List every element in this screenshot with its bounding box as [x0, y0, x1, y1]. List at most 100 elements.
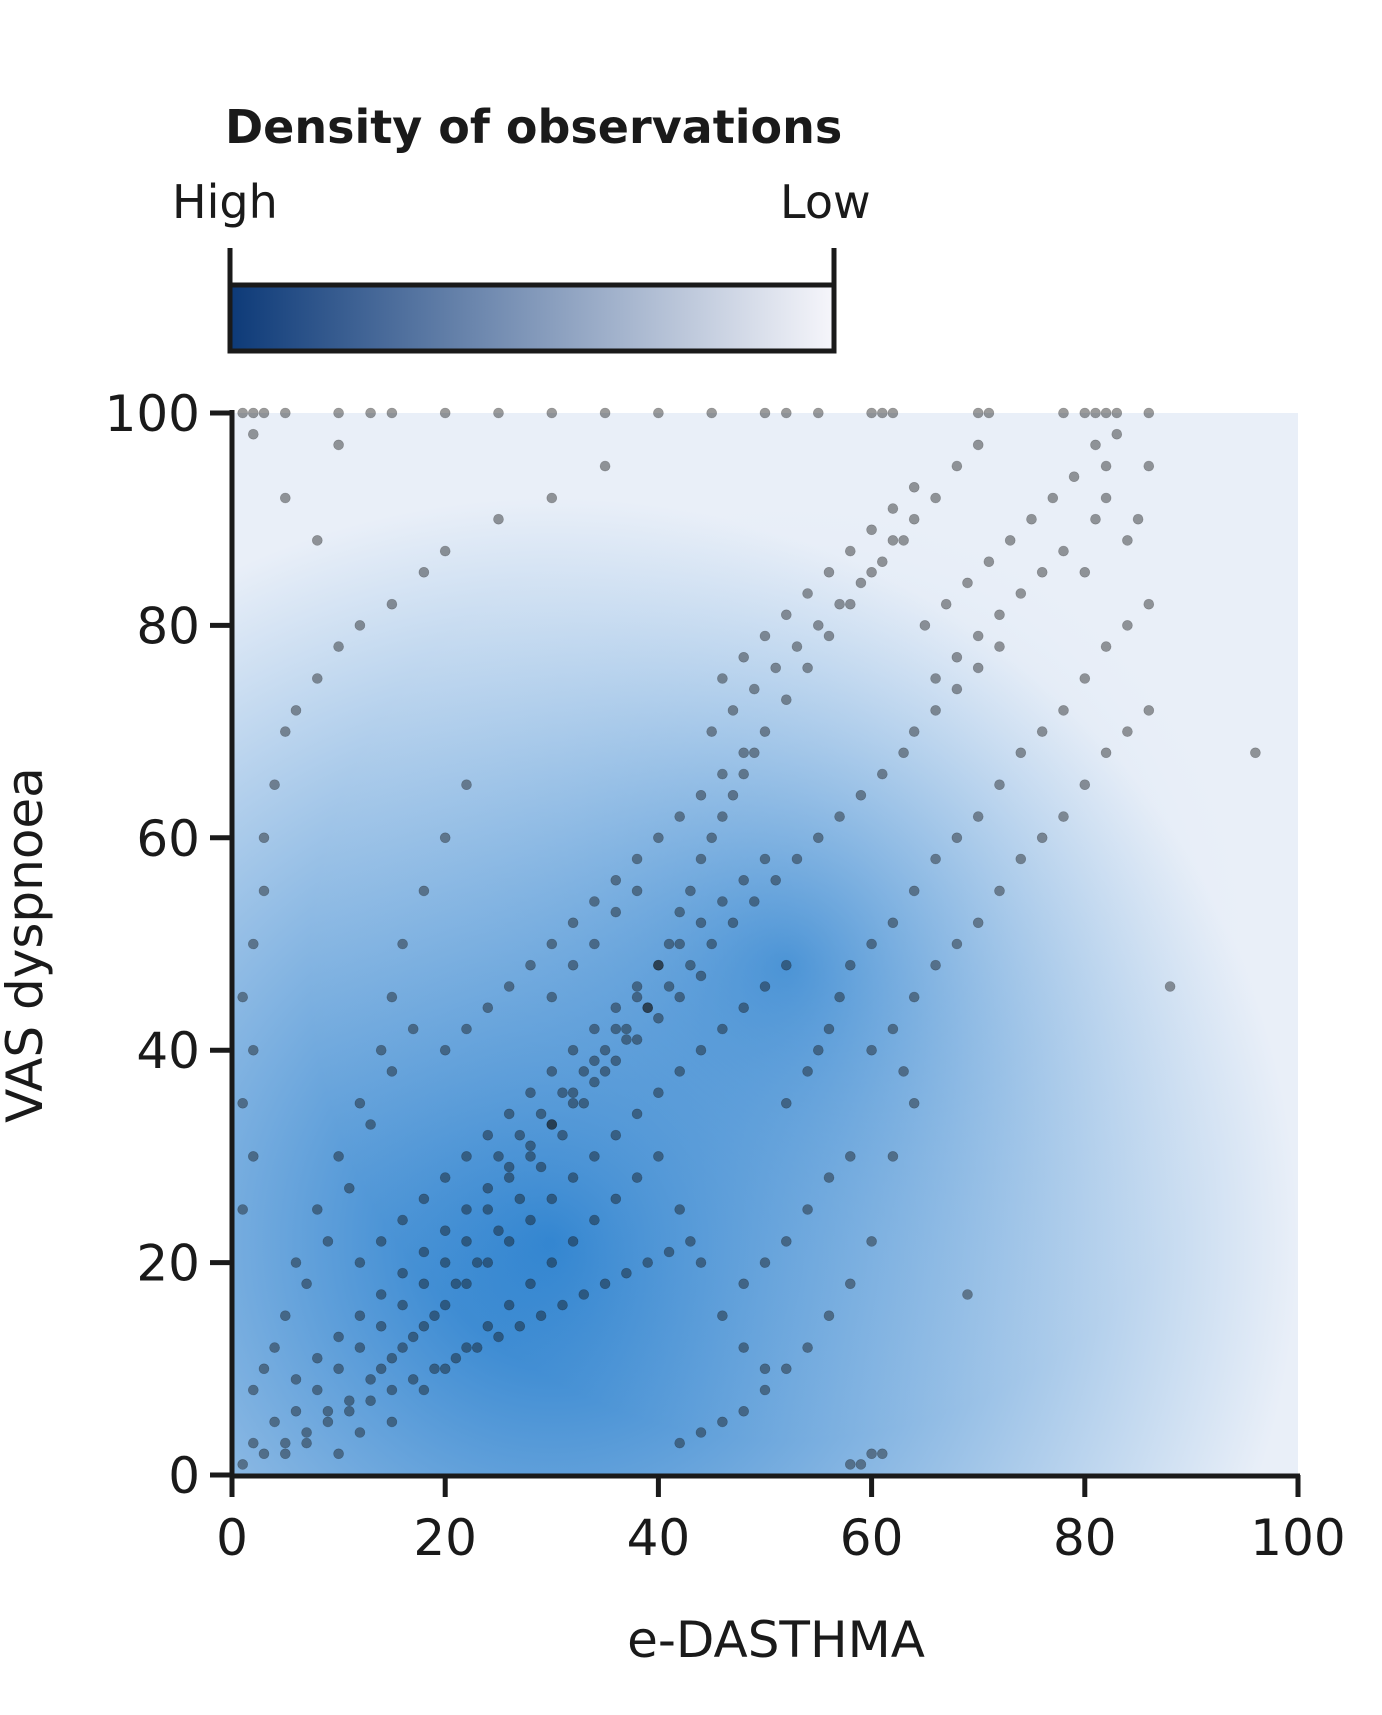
- axes: 0 20 40 60 80 100 0 20 40 60 80 100 e-DASTHMA VAS …: [0, 385, 1346, 1669]
- scatter-point: [695, 917, 707, 929]
- scatter-point: [1015, 588, 1027, 599]
- x-tick-label: 100: [1250, 1509, 1345, 1567]
- scatter-point: [599, 1278, 611, 1290]
- scatter-point: [461, 779, 472, 791]
- scatter-point: [706, 407, 718, 419]
- scatter-point: [503, 1299, 515, 1311]
- scatter-point: [525, 1087, 536, 1098]
- scatter-point: [290, 1374, 302, 1385]
- scatter-point: [930, 853, 941, 865]
- scatter-point: [471, 1257, 483, 1268]
- scatter-point: [397, 1267, 408, 1279]
- scatter-point: [951, 460, 963, 472]
- scatter-point: [802, 662, 813, 674]
- scatter-point: [525, 1214, 536, 1226]
- legend-title: Density of observations: [225, 100, 842, 154]
- scatter-point: [962, 1289, 973, 1300]
- scatter-point: [621, 1034, 632, 1045]
- scatter-point: [439, 1363, 451, 1375]
- scatter-point: [269, 1416, 280, 1428]
- scatter-point: [738, 1406, 750, 1417]
- y-axis-title: VAS dyspnoea: [0, 767, 54, 1123]
- scatter-point: [311, 535, 323, 546]
- scatter-point: [1047, 492, 1059, 504]
- scatter-point: [844, 1459, 856, 1470]
- scatter-point: [397, 1342, 408, 1353]
- scatter-point: [418, 566, 430, 578]
- y-axis-ticks: 0 20 40 60 80 100: [105, 385, 232, 1505]
- scatter-point: [354, 620, 366, 631]
- scatter-point: [738, 874, 750, 886]
- scatter-point: [503, 1108, 515, 1120]
- scatter-point: [279, 726, 291, 737]
- scatter-point: [258, 1448, 270, 1460]
- scatter-point: [631, 991, 643, 1003]
- scatter-point: [663, 1246, 675, 1258]
- scatter-point: [397, 1299, 408, 1311]
- scatter-point: [653, 832, 664, 844]
- scatter-point: [1079, 407, 1091, 419]
- scatter-point: [354, 1310, 366, 1321]
- scatter-point: [983, 407, 995, 419]
- scatter-point: [866, 407, 877, 419]
- scatter-point: [589, 1055, 600, 1067]
- scatter-point: [589, 1214, 600, 1226]
- scatter-point: [876, 556, 888, 568]
- scatter-point: [1164, 981, 1176, 992]
- scatter-point: [1100, 492, 1112, 504]
- scatter-point: [823, 1172, 835, 1183]
- scatter-point: [802, 1066, 813, 1077]
- scatter-point: [354, 1098, 366, 1109]
- scatter-point: [685, 959, 696, 971]
- scatter-point: [301, 1437, 312, 1449]
- scatter-point: [557, 1087, 568, 1098]
- scatter-point: [1015, 747, 1027, 759]
- scatter-point: [439, 1225, 451, 1236]
- scatter-point: [503, 981, 515, 992]
- scatter-point: [642, 1002, 654, 1014]
- scatter-point: [685, 1236, 696, 1247]
- scatter-point: [717, 1416, 728, 1428]
- scatter-point: [567, 1172, 579, 1183]
- scatter-point: [503, 1236, 515, 1247]
- scatter-point: [812, 407, 824, 419]
- scatter-point: [876, 1448, 888, 1460]
- scatter-point: [525, 959, 536, 971]
- scatter-point: [1122, 620, 1133, 631]
- scatter-point: [386, 991, 398, 1003]
- scatter-point: [738, 1002, 750, 1014]
- scatter-point: [333, 407, 344, 419]
- scatter-point: [791, 853, 803, 865]
- scatter-point: [237, 991, 248, 1003]
- scatter-point: [855, 577, 867, 589]
- scatter-point: [525, 1278, 536, 1290]
- scatter-point: [1015, 853, 1027, 865]
- scatter-point: [514, 1193, 526, 1205]
- scatter-point: [375, 1321, 387, 1332]
- scatter-point: [311, 1352, 323, 1364]
- scatter-point: [631, 981, 643, 992]
- scatter-point: [610, 1002, 622, 1014]
- scatter-point: [248, 428, 259, 440]
- scatter-point: [535, 1108, 547, 1120]
- scatter-point: [717, 811, 728, 822]
- scatter-point: [461, 1342, 472, 1353]
- scatter-point: [717, 768, 728, 780]
- scatter-point: [1036, 566, 1048, 578]
- scatter-point: [770, 874, 782, 886]
- scatter-point: [407, 1331, 419, 1343]
- scatter-point: [1079, 779, 1091, 791]
- scatter-point: [333, 1331, 344, 1343]
- scatter-point: [450, 1278, 462, 1290]
- scatter-point: [418, 1321, 430, 1332]
- scatter-point: [759, 726, 771, 737]
- scatter-point: [930, 705, 941, 716]
- scatter-point: [1058, 545, 1069, 557]
- scatter-point: [642, 1257, 654, 1268]
- scatter-point: [557, 1129, 568, 1141]
- scatter-point: [237, 1459, 248, 1470]
- scatter-point: [546, 938, 558, 950]
- scatter-point: [1058, 705, 1069, 716]
- scatter-point: [908, 481, 920, 493]
- scatter-point: [994, 779, 1005, 791]
